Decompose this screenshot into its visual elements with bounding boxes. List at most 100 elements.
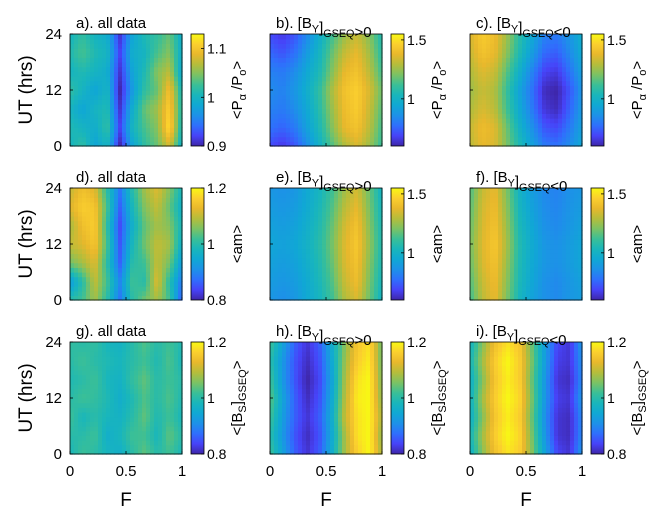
heatmap-cell: [294, 295, 299, 301]
heatmap-cell: [470, 211, 475, 217]
heatmap-cell: [558, 239, 563, 245]
heatmap-cell: [346, 90, 351, 96]
heatmap-cell: [494, 99, 499, 105]
heatmap-cell: [114, 426, 119, 432]
heatmap-cell: [526, 132, 531, 138]
heatmap-cell: [326, 444, 331, 450]
heatmap-cell: [350, 253, 355, 259]
heatmap-cell: [566, 239, 571, 245]
heatmap-cell: [506, 281, 511, 287]
heatmap-cell: [562, 99, 567, 105]
heatmap-cell: [126, 71, 131, 77]
heatmap-cell: [78, 342, 83, 348]
heatmap-cell: [542, 108, 547, 114]
heatmap-cell: [158, 449, 163, 455]
heatmap-cell: [286, 122, 291, 128]
heatmap-cell: [118, 253, 123, 259]
heatmap-cell: [86, 412, 91, 418]
heatmap-cell: [138, 281, 143, 287]
heatmap-cell: [378, 76, 383, 82]
heatmap-cell: [378, 108, 383, 114]
heatmap-cell: [578, 230, 583, 236]
heatmap-cell: [514, 141, 519, 147]
heatmap-cell: [566, 295, 571, 301]
heatmap-cell: [274, 38, 279, 44]
heatmap-cell: [90, 71, 95, 77]
heatmap-cell: [538, 258, 543, 264]
heatmap-cell: [574, 141, 579, 147]
heatmap-cell: [306, 76, 311, 82]
heatmap-cell: [138, 38, 143, 44]
heatmap-cell: [526, 80, 531, 86]
heatmap-cell: [502, 52, 507, 58]
heatmap-cell: [474, 248, 479, 254]
colorbar-tick-label: 0.9: [207, 138, 227, 154]
heatmap-cell: [130, 272, 135, 278]
heatmap-cell: [330, 202, 335, 208]
heatmap-cell: [278, 197, 283, 203]
heatmap-cell: [130, 38, 135, 44]
heatmap-cell: [166, 197, 171, 203]
heatmap-cell: [114, 258, 119, 264]
heatmap-cell: [102, 244, 107, 250]
heatmap-cell: [578, 104, 583, 110]
heatmap-cell: [302, 225, 307, 231]
heatmap-cell: [346, 80, 351, 86]
heatmap-cell: [170, 66, 175, 72]
heatmap-cell: [482, 104, 487, 110]
heatmap-cell: [166, 127, 171, 133]
heatmap-cell: [562, 197, 567, 203]
heatmap-cell: [574, 38, 579, 44]
heatmap-cell: [302, 430, 307, 436]
colorbar-label: <Pα /Po>: [229, 61, 249, 120]
heatmap-cell: [550, 99, 555, 105]
heatmap-cell: [578, 118, 583, 124]
heatmap-cell: [522, 290, 527, 296]
heatmap-cell: [110, 206, 115, 212]
heatmap-cell: [318, 276, 323, 282]
heatmap-cell: [330, 52, 335, 58]
heatmap-cell: [130, 435, 135, 441]
heatmap-cell: [274, 206, 279, 212]
heatmap-cell: [574, 197, 579, 203]
heatmap-cell: [78, 253, 83, 259]
heatmap-cell: [98, 48, 103, 54]
heatmap-cell: [366, 295, 371, 301]
heatmap-cell: [102, 230, 107, 236]
heatmap-cell: [94, 440, 99, 446]
heatmap-cell: [154, 197, 159, 203]
heatmap-cell: [506, 295, 511, 301]
heatmap-cell: [278, 127, 283, 133]
heatmap-cell: [378, 234, 383, 240]
heatmap-cell: [126, 90, 131, 96]
heatmap-cell: [270, 80, 275, 86]
heatmap-cell: [490, 239, 495, 245]
heatmap-cell: [302, 290, 307, 296]
heatmap-cell: [110, 374, 115, 380]
heatmap-cell: [562, 85, 567, 91]
heatmap-cell: [470, 225, 475, 231]
heatmap-cell: [106, 104, 111, 110]
heatmap-cell: [306, 244, 311, 250]
heatmap-cell: [174, 286, 179, 292]
heatmap-cell: [474, 211, 479, 217]
heatmap-cell: [174, 351, 179, 357]
heatmap-cell: [486, 62, 491, 68]
heatmap-cell: [578, 220, 583, 226]
heatmap-cell: [562, 66, 567, 72]
heatmap-cell: [134, 104, 139, 110]
heatmap-cell: [518, 127, 523, 133]
heatmap-cell: [342, 118, 347, 124]
heatmap-cell: [562, 71, 567, 77]
heatmap-cell: [142, 248, 147, 254]
heatmap-cell: [322, 57, 327, 63]
heatmap-cell: [554, 71, 559, 77]
heatmap-cell: [322, 48, 327, 54]
heatmap-cell: [518, 258, 523, 264]
heatmap-cell: [138, 234, 143, 240]
heatmap-cell: [322, 38, 327, 44]
heatmap-cell: [526, 127, 531, 133]
heatmap-cell: [122, 188, 127, 194]
heatmap-cell: [482, 267, 487, 273]
heatmap-cell: [558, 38, 563, 44]
